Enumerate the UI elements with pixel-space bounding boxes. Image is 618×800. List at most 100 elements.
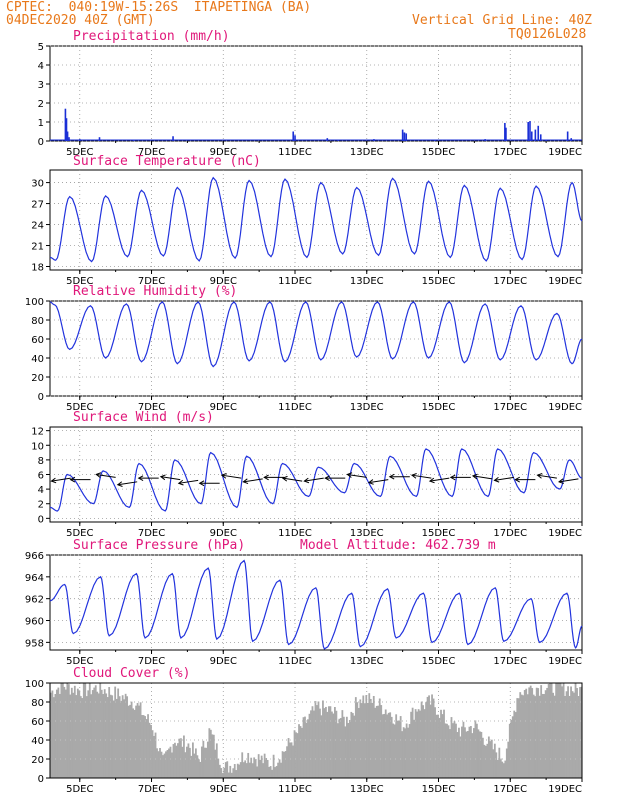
- x-tick-label: 13DEC: [350, 276, 384, 287]
- cloud-bar: [66, 683, 69, 778]
- panel-title: Cloud Cover (%): [73, 666, 190, 681]
- cloud-bar: [335, 710, 338, 778]
- cloud-bar: [484, 745, 487, 778]
- cloud-bar: [174, 742, 176, 778]
- cloud-bar: [556, 683, 559, 778]
- wind-arrow: [449, 474, 471, 481]
- cloud-bar: [576, 688, 578, 778]
- cloud-bar: [481, 737, 484, 778]
- cloud-bar: [194, 748, 197, 778]
- cloud-bar: [199, 761, 202, 778]
- x-tick-label: 7DEC: [138, 147, 165, 158]
- x-tick-label: 9DEC: [210, 528, 237, 539]
- x-tick-label: 11DEC: [278, 276, 312, 287]
- cloud-bar: [117, 688, 120, 778]
- cloud-bar: [450, 717, 453, 778]
- x-tick-label: 9DEC: [210, 402, 237, 413]
- cloud-bar: [333, 707, 336, 778]
- x-tick-label: 11DEC: [278, 528, 312, 539]
- cloud-bar: [546, 687, 549, 778]
- cloud-bar: [568, 695, 571, 778]
- precip-bar: [534, 129, 537, 141]
- cloud-bar: [447, 725, 450, 778]
- cloud-bar: [420, 701, 423, 778]
- cloud-bar: [232, 768, 235, 778]
- precip-bar: [64, 108, 67, 141]
- cloud-bar: [316, 705, 318, 778]
- wind-arrow-head: [263, 474, 269, 481]
- wind-arrow-head: [346, 472, 353, 478]
- y-tick-label: 0: [38, 137, 44, 148]
- cloud-bar: [144, 716, 146, 778]
- cloud-bar: [193, 753, 196, 778]
- cloud-bar: [229, 765, 232, 778]
- cloud-bar: [91, 690, 94, 778]
- cloud-bar: [531, 688, 534, 778]
- wind-arrow: [558, 478, 579, 485]
- wind-arrow: [367, 479, 389, 485]
- wind-arrow: [177, 479, 199, 486]
- y-tick-label: 3: [38, 80, 44, 91]
- wind-arrow: [263, 474, 285, 481]
- cloud-bar: [115, 698, 118, 778]
- cloud-bar: [464, 727, 466, 778]
- cloud-bar: [417, 709, 420, 778]
- wind-arrow-shaft: [243, 478, 263, 483]
- cloud-bar: [283, 751, 285, 778]
- wind-arrow-shaft: [178, 479, 199, 484]
- cloud-bar: [359, 699, 362, 778]
- cloud-bar: [127, 705, 130, 778]
- y-tick-label: 962: [25, 595, 44, 606]
- wind-arrow-head: [159, 474, 166, 481]
- cloud-bar: [357, 707, 360, 778]
- x-tick-label: 13DEC: [350, 402, 384, 413]
- cloud-bar: [217, 758, 220, 778]
- x-tick-label: 13DEC: [350, 147, 384, 158]
- cloud-bar: [200, 746, 203, 778]
- precip-bar: [530, 131, 533, 141]
- cloud-bar: [157, 751, 160, 778]
- cloud-bar: [413, 719, 416, 778]
- cloud-bar: [218, 764, 221, 778]
- y-tick-label: 960: [25, 617, 44, 628]
- cloud-bar: [212, 734, 215, 778]
- wind-arrow: [493, 476, 514, 483]
- cloud-bar: [159, 748, 161, 778]
- cloud-bar: [85, 696, 88, 778]
- cloud-bar: [344, 726, 347, 778]
- x-tick-label: 17DEC: [493, 656, 527, 667]
- cloud-bar: [52, 697, 55, 778]
- cloud-bar: [507, 741, 510, 778]
- wind-arrow-shaft: [117, 481, 138, 486]
- cloud-bar: [453, 721, 456, 778]
- cloud-bar: [369, 698, 372, 778]
- cloud-bar: [271, 769, 274, 778]
- x-tick-label: 11DEC: [278, 402, 312, 413]
- panel-title: Relative Humidity (%): [73, 284, 237, 299]
- cloud-bar: [278, 759, 281, 778]
- wind-arrow-shaft: [558, 478, 579, 483]
- cloud-bar: [58, 693, 61, 778]
- cloud-bar: [432, 698, 435, 778]
- cloud-bar: [440, 709, 442, 778]
- wind-arrow-head: [410, 473, 417, 479]
- wind-arrow-head: [242, 478, 249, 485]
- cloud-bar: [236, 763, 239, 778]
- wind-arrow: [242, 478, 263, 485]
- cloud-bar: [555, 683, 558, 778]
- y-tick-label: 27: [31, 200, 44, 211]
- cloud-bar: [470, 726, 472, 778]
- wind-arrow-head: [198, 480, 205, 487]
- cloud-bar: [129, 704, 132, 778]
- wind-arrow: [95, 472, 116, 478]
- cloud-bar: [121, 695, 124, 778]
- y-tick-label: 1: [38, 118, 44, 129]
- x-tick-label: 17DEC: [493, 402, 527, 413]
- cloud-bar: [78, 690, 81, 778]
- wind-arrow-head: [220, 473, 227, 479]
- precip-bar: [505, 127, 507, 141]
- cloud-bar: [380, 705, 383, 778]
- cloud-bar: [510, 719, 513, 778]
- panel-2: Surface Temperature (nC) 18 21 24 27 30 5DEC 7D…: [31, 154, 583, 287]
- cloud-bar: [61, 683, 64, 778]
